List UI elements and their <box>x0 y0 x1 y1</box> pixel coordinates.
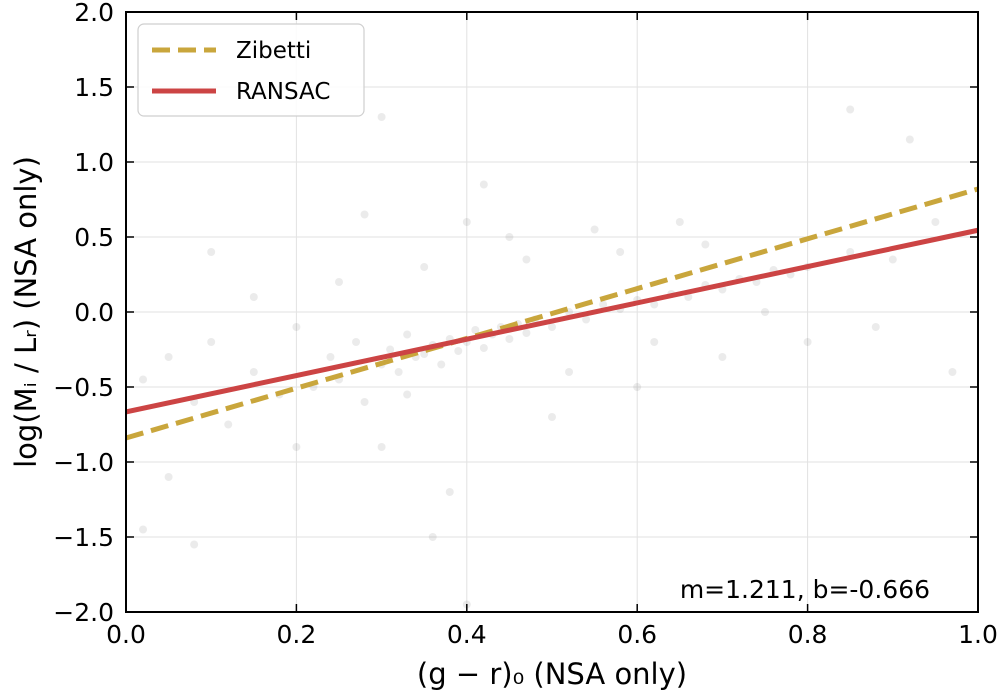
data-point <box>582 315 591 324</box>
data-point <box>599 300 608 309</box>
data-point <box>871 323 880 331</box>
data-point <box>207 338 216 346</box>
data-point <box>905 135 914 144</box>
data-point <box>403 390 412 399</box>
x-tick-label: 0.8 <box>788 620 828 649</box>
data-point <box>224 420 233 429</box>
data-point <box>292 443 301 451</box>
data-point <box>445 488 454 496</box>
data-point <box>931 218 940 226</box>
x-tick-label: 0.2 <box>277 620 317 649</box>
x-axis-label: (g − r)₀ (NSA only) <box>417 657 687 691</box>
x-tick-label: 0.4 <box>447 620 487 649</box>
zibetti-line <box>125 186 979 441</box>
scatter-points <box>139 105 957 609</box>
x-tick-label: 0.6 <box>617 620 657 649</box>
y-tick-label: −1.0 <box>53 448 114 477</box>
data-point <box>761 308 769 316</box>
data-point <box>548 413 556 421</box>
data-point <box>249 293 258 301</box>
data-point <box>190 540 199 549</box>
data-point <box>650 338 659 346</box>
legend-label-zibetti: Zibetti <box>236 38 311 64</box>
data-point <box>164 353 173 361</box>
data-point <box>505 233 514 241</box>
y-tick-label: 0.5 <box>74 223 114 252</box>
data-point <box>471 326 480 334</box>
legend-label-ransac: RANSAC <box>236 79 330 105</box>
ransac-line <box>125 227 979 415</box>
y-tick-label: −2.0 <box>53 598 114 627</box>
data-point <box>386 345 395 354</box>
data-point <box>292 323 301 331</box>
y-tick-label: 0.0 <box>74 298 114 327</box>
data-point <box>326 353 335 361</box>
data-point <box>701 240 710 249</box>
data-point <box>249 368 258 376</box>
data-point <box>522 255 531 264</box>
y-tick-label: 2.0 <box>74 0 114 27</box>
data-point <box>616 248 625 256</box>
data-point <box>360 210 369 219</box>
axis-ticks: 0.0 0.2 0.4 0.6 0.8 1.0 −2.0 −1.5 −1.0 −0.5 0.0 0.5… <box>53 0 998 649</box>
legend: Zibetti RANSAC <box>137 23 365 117</box>
x-tick-label: 1.0 <box>958 620 998 649</box>
data-point <box>650 300 659 309</box>
y-tick-label: −1.5 <box>53 523 114 552</box>
data-point <box>888 255 897 264</box>
data-point <box>479 344 488 352</box>
data-point <box>803 338 812 346</box>
y-tick-label: −0.5 <box>53 373 114 402</box>
data-point <box>684 293 693 301</box>
fit-lines <box>125 186 979 441</box>
data-point <box>428 533 437 541</box>
data-point <box>548 323 556 331</box>
data-point <box>403 330 412 339</box>
data-point <box>505 335 514 343</box>
data-point <box>394 368 403 376</box>
data-point <box>633 383 642 391</box>
data-point <box>139 375 148 384</box>
data-point <box>377 113 386 121</box>
data-point <box>846 248 855 256</box>
data-point <box>139 525 148 534</box>
data-point <box>479 180 488 189</box>
data-point <box>164 473 173 481</box>
data-point <box>846 105 855 114</box>
data-point <box>454 347 463 355</box>
data-point <box>948 368 957 376</box>
y-axis-label: log(Mᵢ / Lᵣ) (NSA only) <box>9 156 43 468</box>
data-point <box>590 225 599 234</box>
data-point <box>207 248 216 256</box>
y-tick-label: 1.0 <box>74 148 114 177</box>
data-point <box>437 360 446 369</box>
data-point <box>565 368 574 376</box>
data-point <box>522 329 531 337</box>
data-point <box>675 218 684 226</box>
x-tick-label: 0.0 <box>106 620 146 649</box>
data-point <box>352 338 361 346</box>
fit-annotation: m=1.211, b=-0.666 <box>680 575 930 604</box>
data-point <box>718 353 727 361</box>
y-tick-label: 1.5 <box>74 73 114 102</box>
data-point <box>360 398 369 406</box>
data-point <box>377 443 386 451</box>
data-point <box>462 218 471 226</box>
data-point <box>420 263 429 271</box>
data-point <box>335 278 343 286</box>
